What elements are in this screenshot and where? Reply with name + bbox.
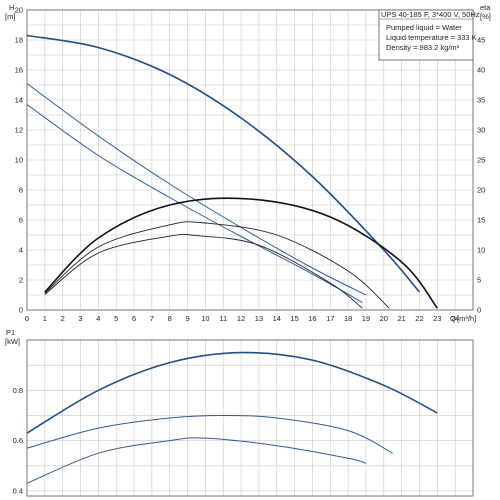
q-tick-label: 13 bbox=[255, 314, 263, 323]
eta-axis-label: eta bbox=[480, 3, 491, 12]
q-tick-label: 15 bbox=[290, 314, 298, 323]
info-box-title: UPS 40-185 F, 3*400 V, 50Hz bbox=[381, 10, 480, 19]
eta-tick-label: 25 bbox=[477, 156, 485, 165]
head-curve-3 bbox=[26, 104, 363, 303]
head-eta-grid bbox=[27, 10, 473, 310]
power-tick-label: 0.8 bbox=[13, 386, 23, 395]
head-tick-label: 2 bbox=[19, 276, 23, 285]
head-curve-1 bbox=[26, 34, 421, 293]
q-tick-label: 3 bbox=[78, 314, 82, 323]
eta-tick-label: 10 bbox=[477, 246, 485, 255]
eta-tick-label: 35 bbox=[477, 96, 485, 105]
eta-tick-label: 20 bbox=[477, 186, 485, 195]
q-tick-label: 14 bbox=[273, 314, 281, 323]
q-tick-label: 16 bbox=[308, 314, 316, 323]
q-tick-label: 0 bbox=[25, 314, 29, 323]
power-axis-unit: [kW] bbox=[5, 337, 20, 346]
head-tick-label: 0 bbox=[19, 306, 23, 315]
q-tick-label: 1 bbox=[43, 314, 47, 323]
power-grid bbox=[27, 339, 473, 496]
q-tick-label: 17 bbox=[326, 314, 334, 323]
power-axis-label: P1 bbox=[6, 328, 15, 337]
eta-tick-label: 5 bbox=[477, 276, 481, 285]
q-tick-label: 24 bbox=[451, 314, 459, 323]
q-axis-label: Q bbox=[450, 314, 456, 323]
q-tick-label: 22 bbox=[415, 314, 423, 323]
head-tick-label: 6 bbox=[19, 216, 23, 225]
q-tick-label: 20 bbox=[380, 314, 388, 323]
eta-tick-label: 0 bbox=[477, 306, 481, 315]
head-eta-series bbox=[26, 34, 438, 309]
head-tick-label: 12 bbox=[15, 126, 23, 135]
power-tick-label: 0.6 bbox=[13, 436, 23, 445]
q-tick-label: 9 bbox=[185, 314, 189, 323]
power-tick-label: 0.4 bbox=[13, 486, 23, 495]
power-plot-frame bbox=[26, 339, 474, 497]
head-tick-label: 10 bbox=[15, 156, 23, 165]
head-tick-label: 8 bbox=[19, 186, 23, 195]
eta-axis-unit: [%] bbox=[480, 12, 491, 21]
info-line-liquid: Pumped liquid = Water bbox=[386, 23, 462, 32]
q-tick-label: 4 bbox=[96, 314, 100, 323]
q-tick-label: 11 bbox=[219, 314, 227, 323]
q-tick-label: 7 bbox=[150, 314, 154, 323]
head-tick-label: 14 bbox=[15, 96, 23, 105]
q-axis-unit: [m³/h] bbox=[457, 314, 476, 323]
q-tick-label: 2 bbox=[61, 314, 65, 323]
head-eta-plot-frame bbox=[26, 9, 474, 311]
efficiency-curve-3 bbox=[44, 233, 363, 309]
info-box bbox=[378, 9, 474, 61]
q-tick-label: 12 bbox=[237, 314, 245, 323]
q-tick-label: 10 bbox=[201, 314, 209, 323]
head-tick-label: 16 bbox=[15, 66, 23, 75]
q-tick-label: 21 bbox=[397, 314, 405, 323]
head-axis-label: H bbox=[9, 3, 14, 12]
q-tick-label: 19 bbox=[362, 314, 370, 323]
power-curve-1 bbox=[26, 351, 438, 434]
eta-tick-label: 15 bbox=[477, 216, 485, 225]
efficiency-curve-1 bbox=[44, 197, 438, 309]
eta-tick-label: 45 bbox=[477, 36, 485, 45]
head-curve-2 bbox=[26, 83, 367, 296]
q-tick-label: 5 bbox=[114, 314, 118, 323]
power-series bbox=[26, 351, 438, 484]
q-tick-label: 6 bbox=[132, 314, 136, 323]
efficiency-curve-2 bbox=[44, 221, 390, 309]
head-tick-label: 18 bbox=[15, 36, 23, 45]
q-tick-label: 23 bbox=[433, 314, 441, 323]
head-tick-label: 4 bbox=[19, 246, 23, 255]
eta-tick-label: 30 bbox=[477, 126, 485, 135]
q-tick-label: 18 bbox=[344, 314, 352, 323]
head-tick-label: 20 bbox=[15, 6, 23, 15]
info-line-density: Density = 983.2 kg/m³ bbox=[386, 43, 460, 52]
power-curve-3 bbox=[26, 437, 367, 484]
head-axis-unit: [m] bbox=[5, 12, 15, 21]
power-curve-2 bbox=[26, 414, 393, 454]
info-line-temperature: Liquid temperature = 333 K bbox=[386, 33, 477, 42]
eta-tick-label: 40 bbox=[477, 66, 485, 75]
q-tick-label: 8 bbox=[168, 314, 172, 323]
